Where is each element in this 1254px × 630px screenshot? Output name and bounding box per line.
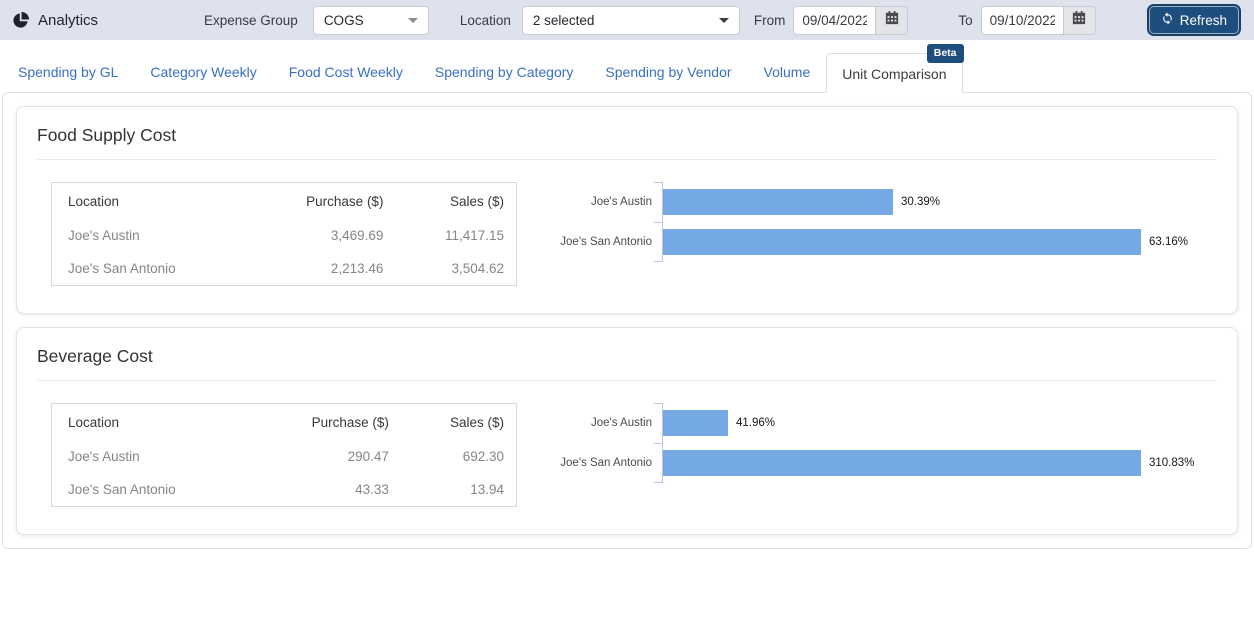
cell-location: Joe's Austin: [52, 440, 252, 473]
calendar-icon: [885, 11, 899, 30]
tab-unit-comparison-label: Unit Comparison: [842, 66, 946, 82]
chart-bar-value: 63.16%: [1149, 236, 1188, 248]
chart-bar: [663, 229, 1141, 255]
app-title: Analytics: [38, 12, 98, 29]
chart-category-label: Joe's Austin: [557, 182, 662, 222]
tab-category-weekly[interactable]: Category Weekly: [134, 52, 272, 92]
expense-group-select[interactable]: COGS: [313, 6, 429, 35]
chart-row: Joe's Austin 30.39%: [557, 182, 1211, 222]
cell-sales: 11,417.15: [395, 219, 516, 252]
chart-plot-area: 30.39%: [662, 182, 1211, 222]
beverage-cost-table: Location Purchase ($) Sales ($) Joe's Au…: [51, 403, 517, 507]
topbar: Analytics Expense Group COGS Location 2 …: [0, 0, 1254, 40]
cell-purchase: 290.47: [252, 440, 401, 473]
chart-category-label: Joe's San Antonio: [557, 222, 662, 262]
location-select[interactable]: 2 selected: [522, 6, 740, 35]
chart-bar: [663, 189, 893, 215]
beta-badge: Beta: [927, 44, 964, 63]
chart-row: Joe's San Antonio 310.83%: [557, 443, 1211, 483]
col-purchase: Purchase ($): [252, 404, 401, 441]
chart-category-label: Joe's San Antonio: [557, 443, 662, 483]
card-divider: [37, 380, 1217, 381]
calendar-icon: [1072, 11, 1086, 30]
caret-down-icon: [719, 18, 729, 23]
brand: Analytics: [12, 12, 204, 29]
table-row: Joe's Austin 3,469.69 11,417.15: [52, 219, 517, 252]
tab-unit-comparison[interactable]: Unit Comparison Beta: [826, 53, 962, 93]
food-cost-chart: Joe's Austin 30.39% Joe's San Antonio 63…: [557, 182, 1211, 262]
food-supply-cost-card: Food Supply Cost Location Purchase ($) S…: [16, 106, 1238, 314]
chart-bar-value: 310.83%: [1149, 457, 1194, 469]
to-date-input[interactable]: [981, 6, 1063, 35]
cell-purchase: 2,213.46: [249, 252, 396, 286]
cell-sales: 3,504.62: [395, 252, 516, 286]
from-calendar-button[interactable]: [875, 6, 908, 35]
tab-bar: Spending by GL Category Weekly Food Cost…: [0, 40, 1254, 92]
chart-bar-value: 41.96%: [736, 417, 775, 429]
from-date-group: [793, 6, 908, 35]
cell-sales: 692.30: [401, 440, 517, 473]
to-calendar-button[interactable]: [1063, 6, 1096, 35]
chart-plot-area: 310.83%: [662, 443, 1211, 483]
expense-group-value: COGS: [324, 13, 364, 28]
chart-category-label: Joe's Austin: [557, 403, 662, 443]
cell-purchase: 3,469.69: [249, 219, 396, 252]
to-label: To: [958, 13, 972, 28]
tab-spending-by-category[interactable]: Spending by Category: [419, 52, 590, 92]
content-pane: Food Supply Cost Location Purchase ($) S…: [2, 92, 1252, 549]
beverage-cost-chart: Joe's Austin 41.96% Joe's San Antonio 31…: [557, 403, 1211, 483]
expense-group-label: Expense Group: [204, 13, 298, 28]
table-row: Joe's San Antonio 43.33 13.94: [52, 473, 517, 507]
cell-sales: 13.94: [401, 473, 517, 507]
table-header-row: Location Purchase ($) Sales ($): [52, 404, 517, 441]
food-cost-table: Location Purchase ($) Sales ($) Joe's Au…: [51, 182, 517, 286]
col-sales: Sales ($): [395, 183, 516, 220]
location-value: 2 selected: [533, 13, 595, 28]
chart-bar: [663, 410, 728, 436]
chart-bar: [663, 450, 1141, 476]
chart-bar-value: 30.39%: [901, 196, 940, 208]
refresh-button[interactable]: Refresh: [1149, 6, 1239, 34]
to-date-group: [981, 6, 1096, 35]
tab-spending-by-gl[interactable]: Spending by GL: [2, 52, 134, 92]
card-title: Beverage Cost: [37, 346, 1217, 367]
refresh-label: Refresh: [1180, 13, 1227, 28]
from-date-input[interactable]: [793, 6, 875, 35]
beverage-cost-card: Beverage Cost Location Purchase ($) Sale…: [16, 327, 1238, 535]
col-purchase: Purchase ($): [249, 183, 396, 220]
refresh-icon: [1161, 12, 1174, 28]
table-row: Joe's San Antonio 2,213.46 3,504.62: [52, 252, 517, 286]
caret-down-icon: [408, 18, 418, 23]
card-divider: [37, 159, 1217, 160]
cell-location: Joe's San Antonio: [52, 252, 249, 286]
col-location: Location: [52, 183, 249, 220]
cell-location: Joe's Austin: [52, 219, 249, 252]
location-label: Location: [460, 13, 511, 28]
tab-volume[interactable]: Volume: [748, 52, 827, 92]
table-row: Joe's Austin 290.47 692.30: [52, 440, 517, 473]
chart-row: Joe's Austin 41.96%: [557, 403, 1211, 443]
tab-food-cost-weekly[interactable]: Food Cost Weekly: [273, 52, 419, 92]
table-header-row: Location Purchase ($) Sales ($): [52, 183, 517, 220]
col-sales: Sales ($): [401, 404, 517, 441]
card-title: Food Supply Cost: [37, 125, 1217, 146]
chart-row: Joe's San Antonio 63.16%: [557, 222, 1211, 262]
col-location: Location: [52, 404, 252, 441]
tab-spending-by-vendor[interactable]: Spending by Vendor: [589, 52, 747, 92]
cell-location: Joe's San Antonio: [52, 473, 252, 507]
from-label: From: [754, 13, 786, 28]
chart-plot-area: 63.16%: [662, 222, 1211, 262]
cell-purchase: 43.33: [252, 473, 401, 507]
chart-plot-area: 41.96%: [662, 403, 1211, 443]
pie-chart-icon: [12, 12, 29, 29]
